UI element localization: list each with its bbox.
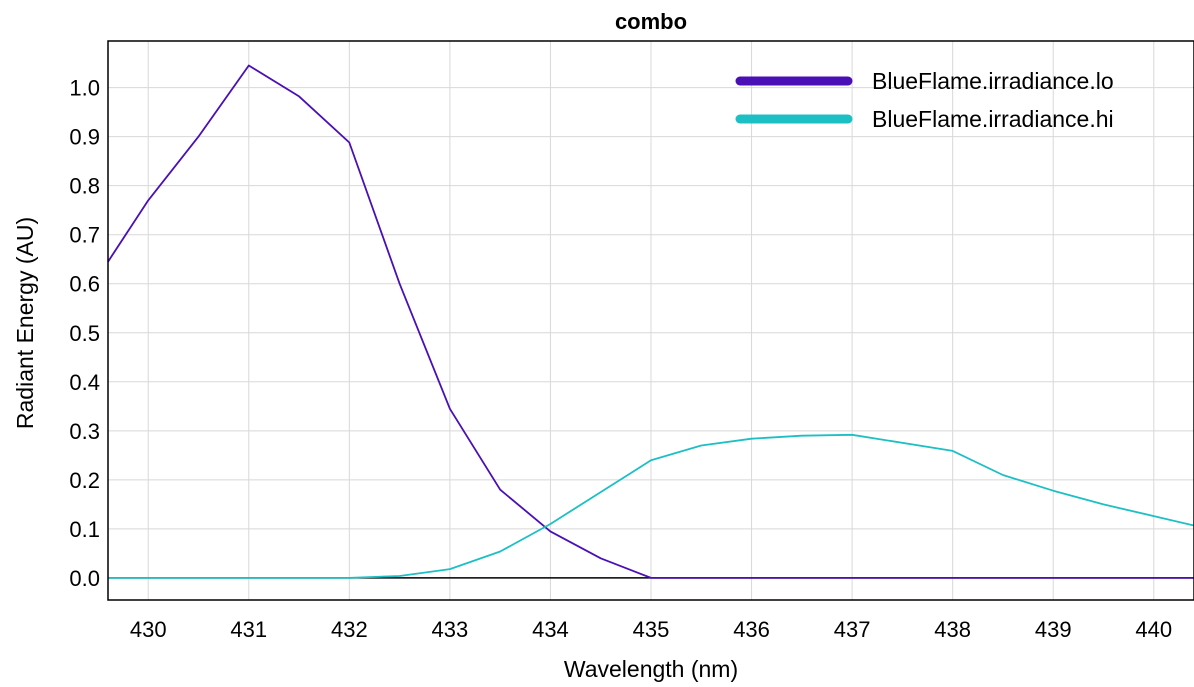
x-tick-label: 438 <box>934 617 971 642</box>
y-tick-label: 0.1 <box>69 517 100 542</box>
y-tick-label: 0.8 <box>69 174 100 199</box>
y-tick-labels: 0.0 0.1 0.2 0.3 0.4 0.5 0.6 0.7 0.8 0.9 1.0 <box>69 76 100 591</box>
y-tick-label: 0.0 <box>69 566 100 591</box>
y-tick-label: 0.3 <box>69 419 100 444</box>
x-tick-label: 431 <box>230 617 267 642</box>
chart-title: combo <box>615 9 687 34</box>
x-tick-label: 436 <box>733 617 770 642</box>
x-axis-label: Wavelength (nm) <box>564 656 738 682</box>
series-line-lo <box>107 64 1194 579</box>
plot-frame <box>107 40 1194 601</box>
y-tick-label: 0.4 <box>69 370 100 395</box>
y-tick-label: 0.6 <box>69 272 100 297</box>
y-tick-label: 0.2 <box>69 468 100 493</box>
x-tick-labels: 430 431 432 433 434 435 436 437 438 439 440 <box>130 617 1172 642</box>
x-tick-label: 432 <box>331 617 368 642</box>
x-tick-label: 439 <box>1035 617 1072 642</box>
legend: BlueFlame.irradiance.lo BlueFlame.irradia… <box>735 68 1114 132</box>
legend-label: BlueFlame.irradiance.hi <box>872 106 1114 132</box>
x-tick-label: 433 <box>432 617 469 642</box>
x-tick-label: 435 <box>633 617 670 642</box>
x-tick-label: 437 <box>834 617 871 642</box>
series-layer <box>107 64 1194 579</box>
x-tick-label: 434 <box>532 617 569 642</box>
y-tick-label: 0.7 <box>69 223 100 248</box>
y-axis-label: Radiant Energy (AU) <box>12 217 38 429</box>
x-tick-label: 440 <box>1135 617 1172 642</box>
series-line-hi <box>108 433 1194 579</box>
y-tick-label: 0.9 <box>69 125 100 150</box>
x-tick-label: 430 <box>130 617 167 642</box>
y-tick-label: 0.5 <box>69 321 100 346</box>
y-tick-label: 1.0 <box>69 76 100 101</box>
legend-label: BlueFlame.irradiance.lo <box>872 68 1114 94</box>
